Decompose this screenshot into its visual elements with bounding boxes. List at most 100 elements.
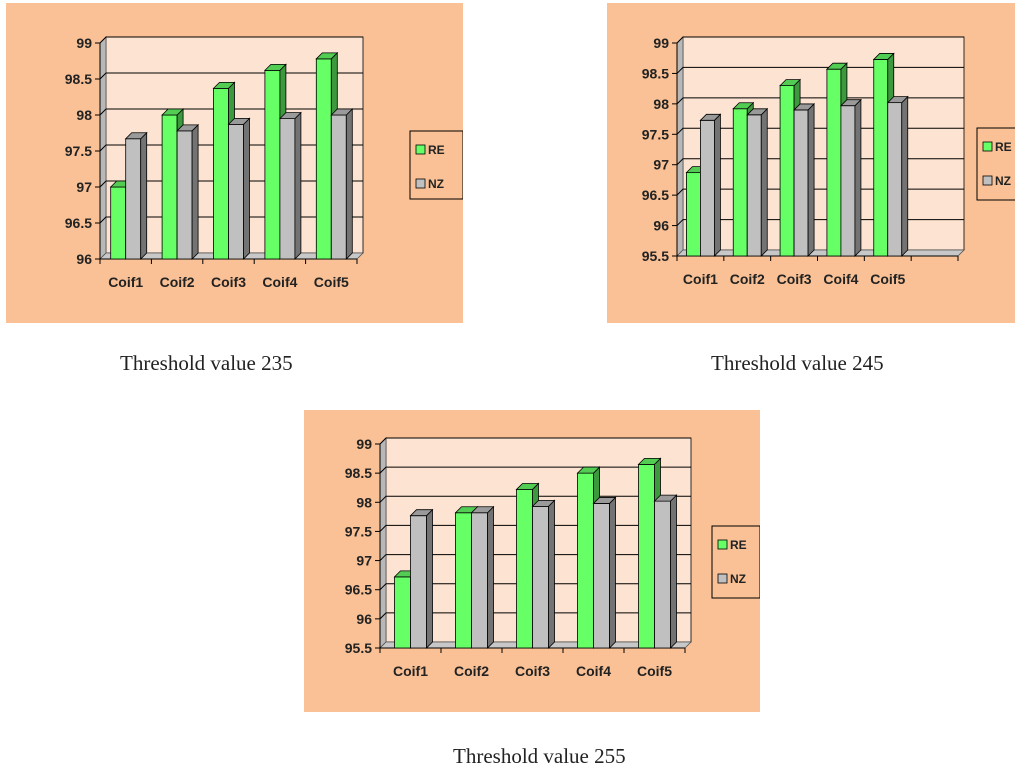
legend-label-nz: NZ — [428, 177, 444, 191]
bar-front — [214, 88, 229, 259]
y-tick-label: 98 — [356, 494, 372, 510]
y-tick-label: 97.5 — [345, 523, 372, 539]
bar-front — [177, 131, 192, 259]
x-tick-label: Coif2 — [160, 274, 195, 290]
bar-front — [331, 115, 346, 259]
y-tick-label: 99 — [76, 35, 92, 51]
x-tick-label: Coif4 — [262, 274, 297, 290]
bar-nz-coif4 — [280, 113, 301, 259]
y-tick-label: 97 — [653, 157, 669, 173]
legend-swatch-re — [983, 142, 992, 151]
x-tick-label: Coif4 — [576, 663, 611, 679]
bar-nz-coif1 — [700, 114, 720, 256]
y-tick-label: 95.5 — [642, 248, 669, 264]
y-tick-label: 96.5 — [345, 582, 372, 598]
y-tick-label: 99 — [356, 436, 372, 452]
bar-front — [747, 115, 761, 256]
bar-nz-coif5 — [331, 109, 352, 259]
x-tick-label: Coif3 — [777, 271, 812, 287]
bar-front — [594, 503, 610, 648]
legend-label-re: RE — [428, 143, 445, 157]
x-tick-label: Coif1 — [683, 271, 718, 287]
bar-side — [549, 500, 555, 648]
bar-front — [655, 501, 671, 648]
y-tick-label: 96 — [653, 218, 669, 234]
bar-nz-coif2 — [747, 109, 767, 256]
bar-front — [456, 513, 472, 648]
chart-panel-threshold-245: 95.5 96 96.5 97 97.5 98 98.5 99 Coif1 Coif2 Coif3 C… — [607, 3, 1015, 323]
bar-front — [162, 115, 177, 259]
bar-side — [855, 100, 861, 256]
caption-threshold-245: Threshold value 245 — [711, 351, 884, 376]
bar-nz-coif5 — [655, 495, 677, 648]
bar-front — [395, 577, 411, 648]
bar-side — [488, 507, 494, 648]
chart-svg: 96 96.5 97 97.5 98 98.5 99 Coif1 Coif2 Coif3 Coif4… — [6, 3, 463, 323]
bar-front — [780, 86, 794, 256]
legend-label-nz: NZ — [730, 572, 746, 586]
x-tick-label: Coif2 — [454, 663, 489, 679]
bar-front — [126, 139, 141, 259]
y-tick-label: 98 — [653, 96, 669, 112]
legend-swatch-nz — [718, 574, 727, 583]
bar-nz-coif3 — [229, 118, 250, 259]
y-tick-label: 96.5 — [642, 187, 669, 203]
bar-front — [874, 59, 888, 256]
x-tick-label: Coif4 — [823, 271, 858, 287]
x-tick-label: Coif3 — [211, 274, 246, 290]
bar-side — [192, 125, 198, 259]
bar-front — [411, 516, 427, 648]
legend-swatch-nz — [416, 179, 425, 188]
bar-front — [733, 109, 747, 256]
bar-nz-coif2 — [472, 507, 494, 648]
legend-box — [977, 128, 1015, 200]
x-tick-label: Coif5 — [637, 663, 672, 679]
plot-area — [683, 37, 964, 250]
caption-threshold-235: Threshold value 235 — [120, 351, 293, 376]
y-tick-label: 96 — [76, 251, 92, 267]
y-tick-label: 97 — [356, 553, 372, 569]
bar-side — [671, 495, 677, 648]
legend-label-nz: NZ — [995, 174, 1011, 188]
bar-front — [316, 59, 331, 259]
bar-nz-coif4 — [594, 497, 616, 648]
bar-side — [808, 104, 814, 256]
bar-nz-coif3 — [533, 500, 555, 648]
legend-box — [712, 526, 760, 598]
x-tick-label: Coif3 — [515, 663, 550, 679]
legend: RE NZ — [977, 128, 1015, 200]
bar-front — [888, 103, 902, 256]
y-tick-label: 96 — [356, 611, 372, 627]
bar-side — [244, 118, 250, 259]
chart-svg: 95.5 96 96.5 97 97.5 98 98.5 99 Coif1 Coif2 Coif3 C… — [304, 410, 760, 712]
bar-front — [280, 119, 295, 259]
bar-side — [427, 510, 433, 648]
y-tick-label: 97.5 — [65, 143, 92, 159]
bar-side — [761, 109, 767, 256]
bar-nz-coif2 — [177, 125, 198, 259]
y-tick-label: 97.5 — [642, 126, 669, 142]
bar-front — [111, 187, 126, 259]
x-tick-label: Coif2 — [730, 271, 765, 287]
x-tick-label: Coif5 — [314, 274, 349, 290]
x-tick-label: Coif1 — [108, 274, 143, 290]
bar-front — [517, 489, 533, 648]
chart-panel-threshold-255: 95.5 96 96.5 97 97.5 98 98.5 99 Coif1 Coif2 Coif3 C… — [304, 410, 760, 712]
bar-side — [714, 114, 720, 256]
bar-front — [700, 120, 714, 256]
bar-front — [229, 124, 244, 259]
legend: RE NZ — [712, 526, 760, 598]
bar-side — [141, 133, 147, 259]
legend-label-re: RE — [995, 140, 1012, 154]
bar-front — [578, 473, 594, 648]
y-tick-label: 98.5 — [642, 65, 669, 81]
y-tick-label: 95.5 — [345, 640, 372, 656]
y-tick-label: 96.5 — [65, 215, 92, 231]
bar-front — [472, 513, 488, 648]
y-tick-label: 99 — [653, 35, 669, 51]
bar-nz-coif5 — [888, 97, 908, 256]
bar-side — [346, 109, 352, 259]
bar-side — [295, 113, 301, 259]
legend-label-re: RE — [730, 538, 747, 552]
legend-swatch-re — [718, 540, 727, 549]
